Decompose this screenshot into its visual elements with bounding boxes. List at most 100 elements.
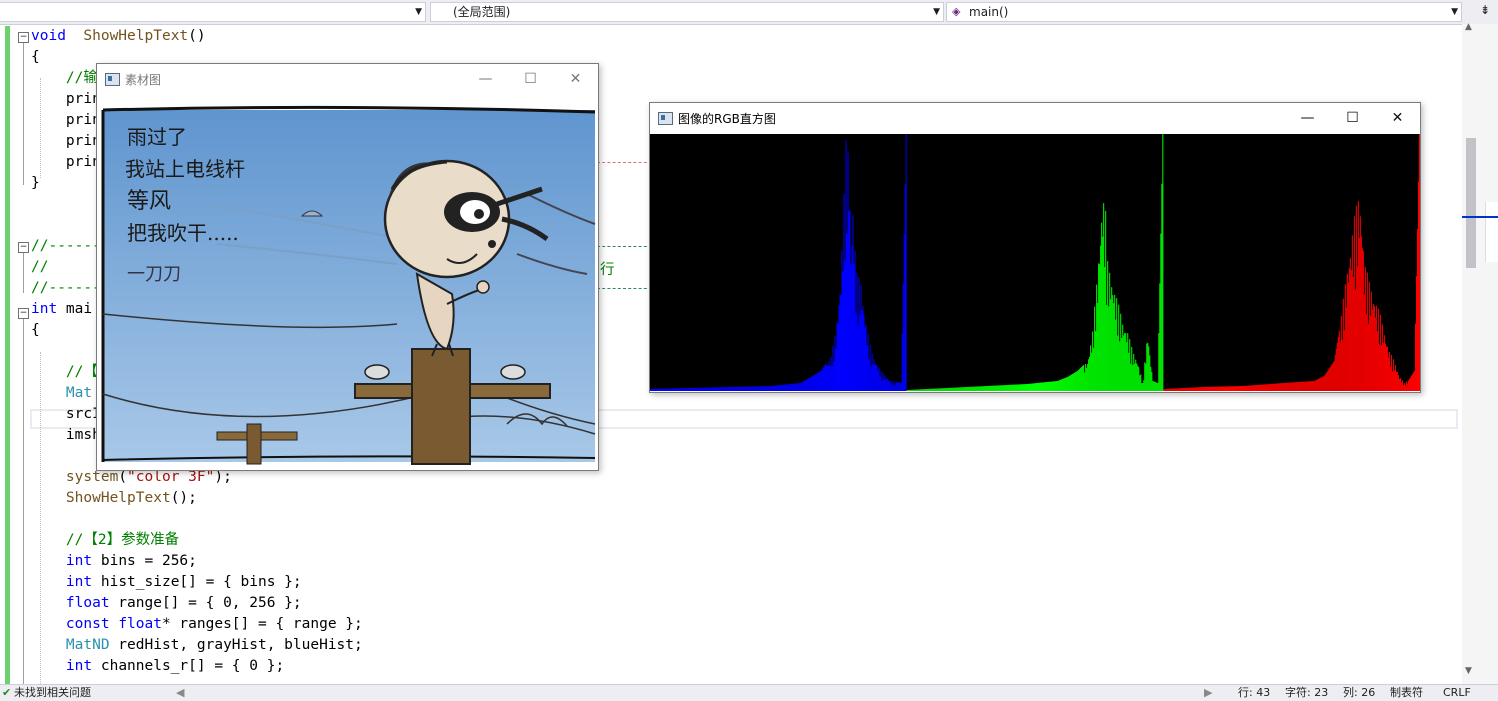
cartoon-image: 雨过了 我站上电线杆 等风 把我吹干..... 一刀刀: [97, 94, 598, 470]
histogram-bar: [1004, 385, 1006, 391]
minimize-button[interactable]: —: [1300, 110, 1315, 126]
histogram-bar: [944, 388, 946, 391]
code-editor[interactable]: void ShowHelpText(){ //输 prin prin prin …: [0, 24, 1462, 684]
histogram-bar: [835, 348, 837, 391]
histogram-bar: [791, 383, 793, 391]
histogram-bar: [1000, 385, 1002, 391]
histogram-bar: [802, 381, 804, 391]
histogram-bar: [902, 283, 904, 391]
scroll-up-icon[interactable]: ▲: [1465, 22, 1472, 32]
histogram-bar: [868, 359, 870, 391]
histogram-bar: [1071, 374, 1073, 391]
histogram-bar: [658, 388, 660, 391]
collapse-icon[interactable]: −: [18, 32, 29, 43]
close-button[interactable]: ✕: [1391, 110, 1404, 126]
histogram-bar: [1022, 384, 1024, 391]
check-icon: ✔: [2, 686, 12, 699]
code-token: range[] = { 0, 256 };: [109, 595, 302, 611]
histogram-bar: [713, 387, 715, 391]
histogram-bar: [892, 385, 894, 391]
histogram-bar: [1298, 381, 1300, 391]
project-combo[interactable]: ▼: [0, 2, 426, 22]
histogram-bar: [1087, 364, 1089, 391]
collapse-icon[interactable]: −: [18, 308, 29, 319]
histogram-bar: [1133, 353, 1135, 391]
histogram-bar: [1038, 382, 1040, 391]
histogram-bar: [899, 382, 901, 391]
histogram-bar: [1369, 315, 1371, 391]
window-titlebar[interactable]: 图像的RGB直方图 — ☐ ✕: [650, 103, 1420, 133]
histogram-bar: [750, 386, 752, 391]
histogram-bar: [1372, 303, 1374, 391]
histogram-bar: [974, 386, 976, 391]
histogram-bar: [1379, 314, 1381, 391]
histogram-bar: [1111, 287, 1113, 391]
histogram-bar: [950, 387, 952, 391]
histogram-bar: [1364, 267, 1366, 391]
code-token: [31, 469, 66, 485]
histogram-bar: [1130, 363, 1132, 391]
histogram-bar: [1193, 387, 1195, 391]
histogram-bar: [930, 388, 932, 391]
histogram-bar: [1411, 374, 1413, 391]
histogram-bar: [749, 386, 751, 391]
vertical-scrollbar[interactable]: ▲ ▼: [1462, 22, 1498, 684]
histogram-bar: [1185, 387, 1187, 391]
histogram-bar: [1276, 383, 1278, 391]
close-button[interactable]: ✕: [569, 71, 582, 87]
histogram-bar: [854, 250, 856, 391]
window-titlebar[interactable]: 素材图 — ☐ ✕: [97, 64, 598, 94]
histogram-bar: [1120, 313, 1122, 391]
histogram-bar: [929, 388, 931, 391]
histogram-bar: [875, 364, 877, 391]
collapse-icon[interactable]: −: [18, 242, 29, 253]
histogram-bar: [1101, 222, 1103, 391]
histogram-bar: [1378, 344, 1380, 391]
histogram-bar: [1403, 382, 1405, 391]
histogram-bar: [1118, 304, 1120, 391]
minimize-button[interactable]: —: [478, 71, 493, 87]
histogram-bar: [1286, 382, 1288, 391]
histogram-bar: [726, 387, 728, 391]
histogram-bar: [792, 383, 794, 391]
histogram-bar: [855, 313, 857, 391]
histogram-bar: [878, 367, 880, 391]
char-indicator[interactable]: 字符: 23: [1285, 686, 1329, 699]
histogram-bar: [1074, 372, 1076, 391]
histogram-window[interactable]: 图像的RGB直方图 — ☐ ✕: [649, 102, 1421, 393]
source-image-window[interactable]: 素材图 — ☐ ✕: [96, 63, 599, 471]
member-combo[interactable]: ◈ main() ▼: [946, 2, 1462, 22]
histogram-bar: [1365, 314, 1367, 391]
scroll-thumb[interactable]: [1466, 138, 1476, 268]
split-window-icon[interactable]: ⇟: [1479, 3, 1491, 17]
histogram-bar: [1086, 367, 1088, 391]
scope-combo[interactable]: (全局范围) ▼: [430, 2, 944, 22]
histogram-bar: [1262, 384, 1264, 391]
histogram-bar: [1261, 384, 1263, 391]
caret-marker: [1462, 216, 1498, 218]
histogram-bar: [1037, 382, 1039, 391]
eol-indicator[interactable]: CRLF: [1443, 686, 1471, 699]
histogram-bar: [1358, 237, 1360, 391]
histogram-bar: [851, 245, 853, 391]
histogram-bar: [1051, 381, 1053, 391]
scroll-down-icon[interactable]: ▼: [1465, 666, 1472, 676]
histogram-bar: [1026, 383, 1028, 391]
maximize-button[interactable]: ☐: [524, 71, 537, 87]
scroll-right-icon[interactable]: ▶: [1204, 686, 1213, 699]
line-indicator[interactable]: 行: 43: [1238, 686, 1271, 699]
histogram-bar: [1394, 365, 1396, 391]
code-token: prin: [31, 112, 101, 128]
code-token: //------: [31, 238, 101, 254]
histogram-bar: [759, 386, 761, 391]
maximize-button[interactable]: ☐: [1346, 110, 1359, 126]
col-indicator[interactable]: 列: 26: [1343, 686, 1376, 699]
tab-indicator[interactable]: 制表符: [1390, 686, 1423, 699]
code-line: MatND redHist, grayHist, blueHist;: [31, 635, 363, 656]
scroll-left-icon[interactable]: ◀: [176, 686, 185, 699]
issues-status[interactable]: 未找到相关问题: [14, 686, 91, 699]
histogram-bar: [720, 387, 722, 391]
histogram-bar: [1391, 371, 1393, 391]
code-token: ();: [170, 490, 197, 506]
histogram-bar: [1126, 342, 1128, 391]
